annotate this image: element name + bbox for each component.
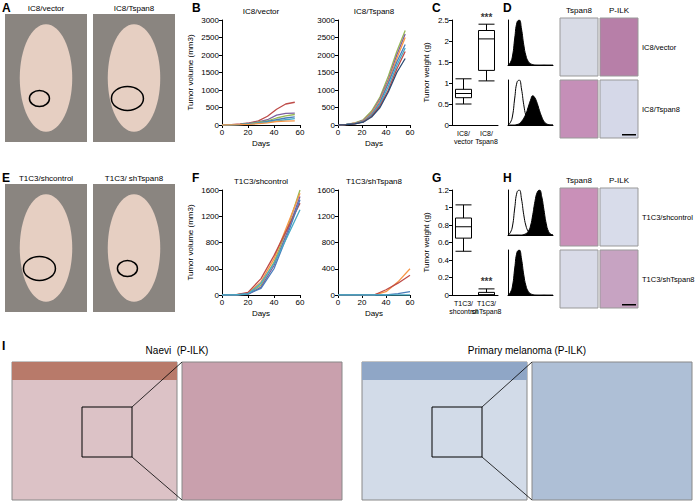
svg-text:Tumor volume (mm3): Tumor volume (mm3) — [186, 204, 195, 280]
svg-text:IC8/Tspan8: IC8/Tspan8 — [354, 7, 395, 16]
svg-text:T1C3/ shTspan8: T1C3/ shTspan8 — [105, 174, 164, 183]
svg-text:400: 400 — [322, 264, 336, 273]
svg-text:2500: 2500 — [317, 33, 335, 42]
svg-text:500: 500 — [206, 103, 220, 112]
svg-text:Tumor weight (g): Tumor weight (g) — [422, 212, 431, 273]
svg-text:P-ILK: P-ILK — [609, 176, 630, 185]
svg-text:Tspan8: Tspan8 — [566, 176, 592, 185]
svg-text:F: F — [192, 171, 199, 185]
svg-text:2: 2 — [445, 37, 450, 46]
svg-text:0: 0 — [445, 121, 450, 130]
svg-text:0.5: 0.5 — [438, 100, 450, 109]
svg-text:T1C3/: T1C3/ — [454, 300, 473, 307]
svg-text:0.2: 0.2 — [438, 273, 450, 282]
svg-text:IC8/: IC8/ — [457, 130, 470, 137]
svg-text:***: *** — [481, 12, 493, 23]
svg-text:20: 20 — [358, 128, 367, 137]
svg-text:G: G — [432, 171, 441, 185]
svg-text:Naevi (P-ILK): Naevi (P-ILK) — [146, 345, 209, 356]
svg-text:H: H — [503, 171, 512, 185]
svg-text:0: 0 — [336, 128, 341, 137]
svg-text:0: 0 — [214, 290, 219, 300]
svg-text:1000: 1000 — [201, 86, 219, 95]
svg-text:***: *** — [481, 276, 493, 287]
svg-text:20: 20 — [244, 128, 253, 137]
svg-text:Tumor weight (g): Tumor weight (g) — [422, 42, 431, 103]
svg-text:B: B — [192, 1, 201, 15]
svg-text:800: 800 — [322, 238, 336, 247]
svg-text:3000: 3000 — [201, 16, 219, 25]
svg-text:0.6: 0.6 — [438, 238, 450, 247]
svg-text:IC8/vector: IC8/vector — [243, 7, 280, 16]
svg-text:IC8/Tspan8: IC8/Tspan8 — [114, 4, 155, 13]
svg-text:Tspan8: Tspan8 — [566, 6, 592, 15]
svg-text:0: 0 — [214, 120, 219, 130]
svg-text:1200: 1200 — [317, 212, 335, 221]
svg-text:0: 0 — [220, 298, 225, 307]
svg-text:40: 40 — [382, 298, 391, 307]
svg-text:Tumor volume (mm3): Tumor volume (mm3) — [186, 34, 195, 110]
svg-text:2.5: 2.5 — [438, 16, 450, 25]
svg-text:I: I — [2, 339, 5, 353]
svg-text:IC8/: IC8/ — [480, 130, 493, 137]
svg-text:1000: 1000 — [317, 86, 335, 95]
svg-text:400: 400 — [206, 264, 220, 273]
svg-text:T1C3/shTspan8: T1C3/shTspan8 — [642, 275, 695, 284]
svg-text:60: 60 — [296, 128, 305, 137]
svg-text:0: 0 — [220, 128, 225, 137]
svg-text:60: 60 — [406, 128, 415, 137]
svg-text:T1C3/shTspan8: T1C3/shTspan8 — [346, 177, 403, 186]
svg-text:20: 20 — [244, 298, 253, 307]
svg-text:T1C3/shcontrol: T1C3/shcontrol — [19, 174, 73, 183]
svg-text:P-ILK: P-ILK — [609, 6, 630, 15]
svg-text:vector: vector — [454, 138, 474, 145]
svg-text:T1C3/shcontrol: T1C3/shcontrol — [234, 177, 288, 186]
svg-text:0: 0 — [330, 290, 335, 300]
svg-text:0: 0 — [336, 298, 341, 307]
svg-text:C: C — [432, 1, 441, 15]
svg-text:2000: 2000 — [201, 51, 219, 60]
svg-text:1600: 1600 — [317, 186, 335, 195]
svg-text:1600: 1600 — [201, 186, 219, 195]
svg-text:60: 60 — [296, 298, 305, 307]
svg-text:1.5: 1.5 — [438, 58, 450, 67]
svg-text:IC8/vector: IC8/vector — [642, 43, 677, 52]
svg-text:Days: Days — [252, 309, 270, 318]
svg-text:Days: Days — [252, 139, 270, 148]
svg-text:1.2: 1.2 — [438, 186, 450, 195]
svg-text:Days: Days — [365, 309, 383, 318]
svg-text:IC8/Tspan8: IC8/Tspan8 — [642, 105, 680, 114]
svg-text:0.8: 0.8 — [438, 221, 450, 230]
svg-text:Days: Days — [365, 139, 383, 148]
svg-text:0: 0 — [330, 120, 335, 130]
svg-text:T1C3/: T1C3/ — [477, 300, 496, 307]
svg-text:1: 1 — [445, 79, 450, 88]
svg-text:1500: 1500 — [317, 68, 335, 77]
svg-text:3000: 3000 — [317, 16, 335, 25]
svg-text:40: 40 — [270, 298, 279, 307]
svg-text:D: D — [503, 1, 512, 15]
svg-text:0: 0 — [445, 291, 450, 300]
svg-text:40: 40 — [270, 128, 279, 137]
svg-text:shcontrol: shcontrol — [449, 307, 478, 315]
svg-text:Primary melanoma (P-ILK): Primary melanoma (P-ILK) — [468, 345, 586, 356]
svg-text:A: A — [2, 1, 11, 15]
svg-text:60: 60 — [406, 298, 415, 307]
svg-text:2500: 2500 — [201, 33, 219, 42]
svg-text:800: 800 — [206, 238, 220, 247]
svg-text:T1C3/shcontrol: T1C3/shcontrol — [642, 213, 693, 222]
svg-text:20: 20 — [358, 298, 367, 307]
svg-text:shTspan8: shTspan8 — [472, 308, 502, 316]
svg-text:2000: 2000 — [317, 51, 335, 60]
svg-text:1: 1 — [445, 203, 450, 212]
svg-text:1200: 1200 — [201, 212, 219, 221]
svg-text:IC8/vector: IC8/vector — [28, 4, 65, 13]
svg-text:500: 500 — [322, 103, 336, 112]
svg-text:E: E — [2, 171, 10, 185]
svg-text:1500: 1500 — [201, 68, 219, 77]
svg-text:40: 40 — [382, 128, 391, 137]
svg-text:Tspan8: Tspan8 — [475, 138, 498, 146]
svg-text:0.4: 0.4 — [438, 256, 450, 265]
